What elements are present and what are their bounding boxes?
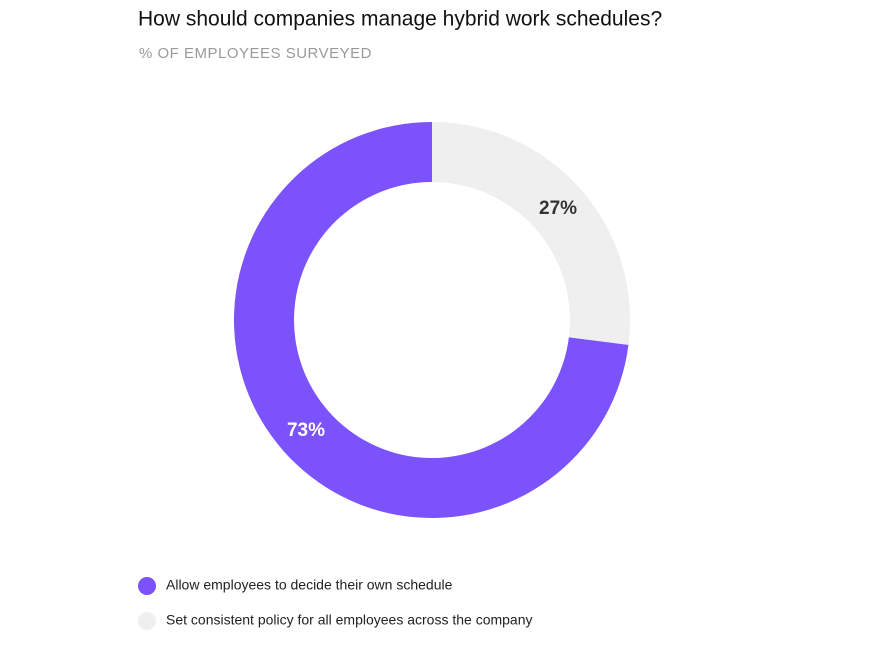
donut-segment <box>432 122 630 345</box>
chart-subtitle: % OF EMPLOYEES SURVEYED <box>139 45 372 62</box>
legend-swatch <box>138 577 156 595</box>
legend-label: Set consistent policy for all employees … <box>166 612 533 628</box>
value-label: 27% <box>539 198 577 219</box>
chart-title: How should companies manage hybrid work … <box>138 8 662 31</box>
donut-segment <box>234 122 629 519</box>
legend-swatch <box>138 612 156 630</box>
legend-label: Allow employees to decide their own sche… <box>166 577 453 593</box>
value-label: 73% <box>287 420 325 441</box>
